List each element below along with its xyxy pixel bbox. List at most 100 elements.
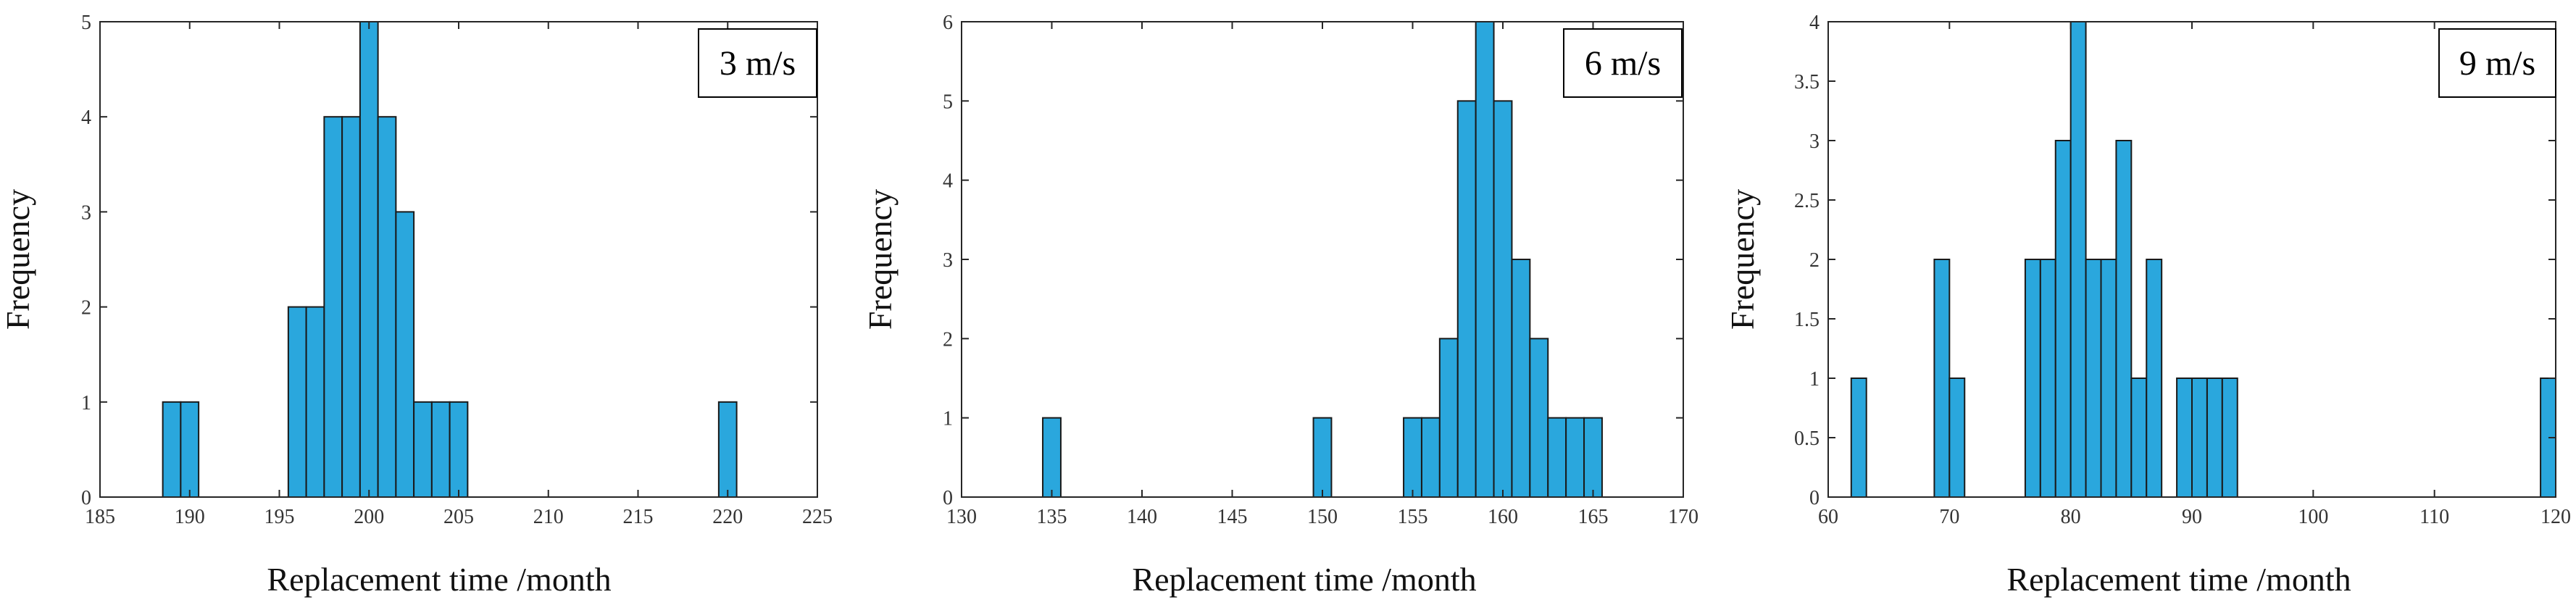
histogram-bar — [287, 306, 307, 498]
x-tick-label: 185 — [85, 506, 115, 528]
y-tick-label: 3 — [81, 201, 91, 224]
histogram-bar — [1583, 417, 1603, 499]
y-axis-label: Frequency — [862, 189, 899, 330]
histogram-panel-2: 130 135 140 145 150 155 160 165 170 0 1 2 3 4 5 6 Replac… — [862, 12, 1698, 598]
histogram-bar — [2176, 378, 2193, 498]
histogram-bar — [413, 401, 433, 498]
y-axis-label: Frequency — [1724, 189, 1761, 330]
histogram-panel-1: 185 190 195 200 205 210 215 220 225 0 1 2 3 4 5 Replace… — [0, 12, 833, 598]
y-tick-label: 3 — [1809, 130, 1820, 153]
x-tick-label: 130 — [946, 506, 977, 528]
x-tick-label: 170 — [1668, 506, 1698, 528]
x-tick-label: 155 — [1398, 506, 1428, 528]
x-tick-label: 135 — [1037, 506, 1067, 528]
y-tick-label: 4 — [81, 107, 91, 129]
x-axis-label: Replacement time /month — [1132, 561, 1476, 598]
histogram-panel-3: 60 70 80 90 100 110 120 0 0.5 1 1.5 2 2.5 3 3.5 4 Replac… — [1724, 12, 2571, 598]
histogram-bar — [1042, 417, 1062, 499]
y-tick-label: 2.5 — [1794, 190, 1820, 212]
histogram-bar — [1948, 378, 1966, 498]
x-tick-label: 225 — [802, 506, 833, 528]
x-tick-label: 145 — [1217, 506, 1248, 528]
x-tick-label: 150 — [1307, 506, 1338, 528]
histogram-bar — [1438, 338, 1459, 499]
legend-box — [2438, 28, 2556, 98]
histogram-bar — [1420, 417, 1441, 499]
x-tick-label: 210 — [533, 506, 564, 528]
histogram-bar — [395, 211, 415, 498]
histogram-bar — [449, 401, 469, 498]
histogram-bar — [2069, 21, 2087, 498]
x-tick-label: 60 — [1818, 506, 1838, 528]
x-tick-label: 100 — [2298, 506, 2328, 528]
y-tick-label: 3 — [943, 249, 953, 272]
histogram-bar — [2054, 140, 2072, 498]
histogram-bar — [305, 306, 325, 498]
histogram-bar — [1456, 100, 1477, 499]
histogram-bar — [717, 401, 738, 498]
y-axis-label: Frequency — [0, 189, 36, 330]
x-tick-label: 110 — [2419, 506, 2449, 528]
histogram-bar — [1565, 417, 1585, 499]
x-tick-label: 140 — [1127, 506, 1157, 528]
x-tick-label: 220 — [712, 506, 743, 528]
histogram-bar — [2221, 378, 2238, 498]
histogram-bar — [377, 116, 397, 498]
y-tick-label: 5 — [81, 12, 91, 34]
y-tick-label: 2 — [81, 297, 91, 320]
legend-box — [1563, 28, 1683, 98]
legend-label: 6 m/s — [1585, 44, 1661, 83]
histogram-bar — [2085, 259, 2102, 498]
x-tick-label: 70 — [1939, 506, 1959, 528]
x-tick-label: 165 — [1578, 506, 1609, 528]
histogram-bar — [2191, 378, 2208, 498]
histogram-bar — [430, 401, 451, 498]
x-tick-label: 205 — [443, 506, 474, 528]
y-tick-label: 1 — [81, 392, 91, 414]
histogram-bar — [1850, 378, 1867, 498]
y-tick-label: 0 — [81, 487, 91, 509]
x-tick-label: 120 — [2540, 506, 2571, 528]
histogram-bar — [1493, 100, 1513, 499]
y-tick-label: 4 — [1809, 12, 1820, 34]
histogram-bar — [2100, 259, 2117, 498]
x-tick-label: 160 — [1488, 506, 1518, 528]
histogram-bar — [2039, 259, 2056, 498]
y-tick-label: 5 — [943, 91, 953, 113]
x-axis-label: Replacement time /month — [267, 561, 611, 598]
x-tick-label: 195 — [264, 506, 295, 528]
histogram-bar — [341, 116, 361, 498]
legend-box — [698, 28, 817, 98]
histogram-bar — [2146, 259, 2163, 498]
histogram-bar — [1475, 21, 1495, 498]
histogram-bar — [2115, 140, 2133, 498]
histogram-bar — [1547, 417, 1567, 499]
y-tick-label: 0.5 — [1794, 428, 1820, 450]
histogram-bar — [1933, 259, 1951, 498]
x-tick-label: 200 — [354, 506, 384, 528]
y-tick-label: 3.5 — [1794, 71, 1820, 93]
y-tick-label: 0 — [1809, 487, 1820, 509]
x-tick-label: 80 — [2061, 506, 2081, 528]
histogram-bar — [180, 401, 200, 498]
y-tick-label: 4 — [943, 170, 953, 193]
histogram-bar — [359, 21, 379, 498]
x-tick-label: 190 — [175, 506, 205, 528]
histogram-bar — [1529, 338, 1549, 499]
histogram-bar — [2130, 378, 2148, 498]
x-tick-label: 90 — [2182, 506, 2202, 528]
y-tick-label: 2 — [1809, 249, 1820, 272]
histogram-bar — [1312, 417, 1333, 499]
histogram-bar — [162, 401, 182, 498]
legend-label: 3 m/s — [720, 44, 796, 83]
histogram-bar — [1403, 417, 1422, 499]
histogram-bar — [1511, 259, 1531, 498]
legend-label: 9 m/s — [2459, 44, 2535, 83]
y-tick-label: 1.5 — [1794, 309, 1820, 331]
y-tick-label: 2 — [943, 328, 953, 351]
y-tick-label: 0 — [943, 487, 953, 509]
x-axis-label: Replacement time /month — [2006, 561, 2351, 598]
histogram-bar — [2206, 378, 2223, 498]
y-tick-label: 1 — [1809, 368, 1820, 391]
